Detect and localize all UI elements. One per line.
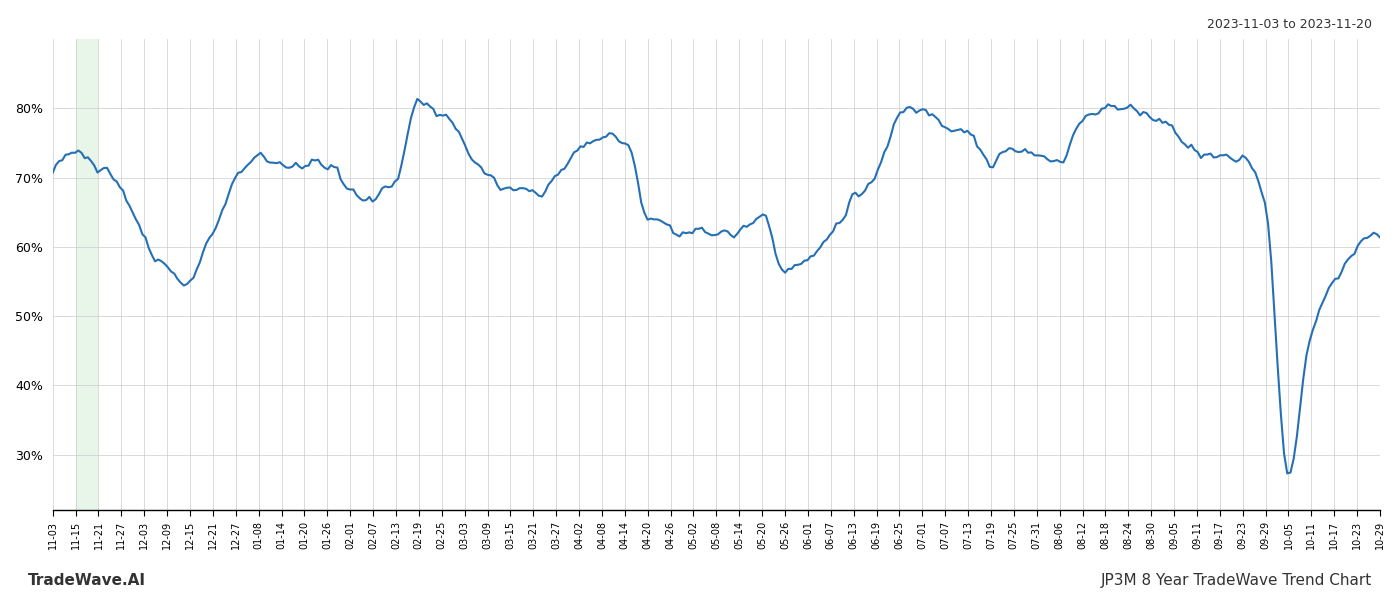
Bar [76,39,98,510]
Text: TradeWave.AI: TradeWave.AI [28,573,146,588]
Text: 2023-11-03 to 2023-11-20: 2023-11-03 to 2023-11-20 [1207,18,1372,31]
Text: JP3M 8 Year TradeWave Trend Chart: JP3M 8 Year TradeWave Trend Chart [1100,573,1372,588]
